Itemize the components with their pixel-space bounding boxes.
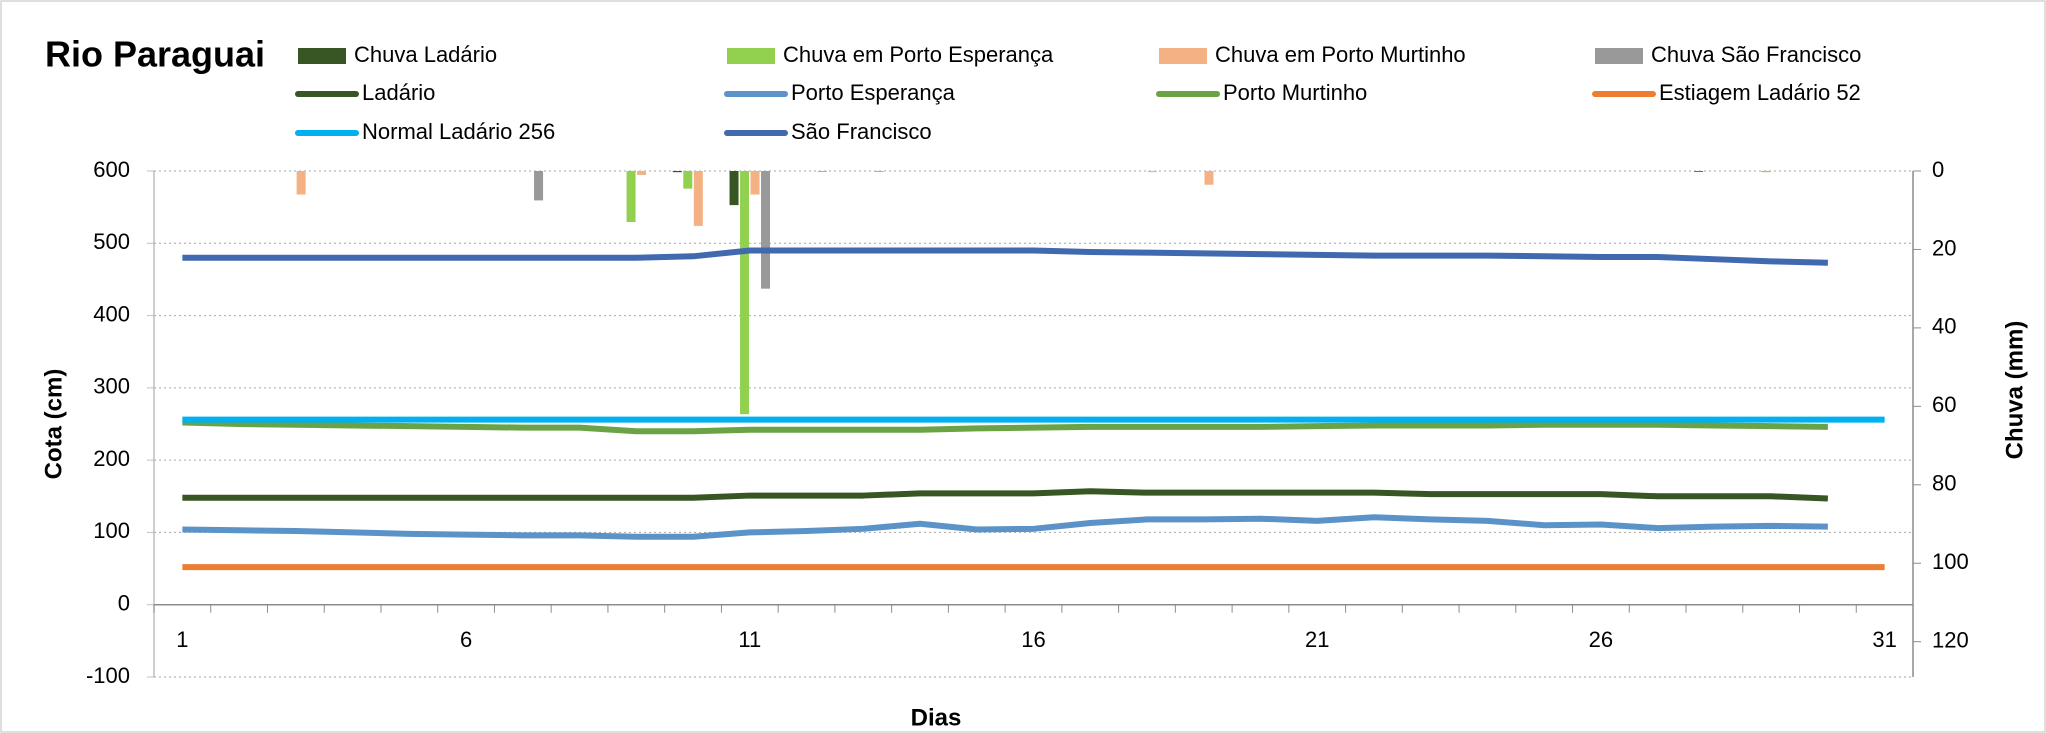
y2-tick-label: 0 bbox=[1932, 157, 1944, 182]
legend-label: Chuva em Porto Esperança bbox=[783, 42, 1054, 67]
legend-label: Estiagem Ladário 52 bbox=[1659, 80, 1861, 105]
legend-swatch bbox=[1159, 48, 1207, 64]
y2-tick-label: 120 bbox=[1932, 628, 1969, 653]
legend-label: Porto Esperança bbox=[791, 80, 956, 105]
y2-axis-title: Chuva (mm) bbox=[2001, 321, 2028, 460]
y-tick-label: 500 bbox=[93, 229, 130, 254]
legend-label: Chuva Ladário bbox=[354, 42, 497, 67]
x-tick-label: 26 bbox=[1589, 627, 1613, 652]
rain-bar bbox=[683, 171, 693, 189]
rain-bar bbox=[626, 171, 636, 222]
y2-tick-label: 40 bbox=[1932, 314, 1956, 339]
level-line bbox=[182, 488, 1829, 502]
rain-bar bbox=[1761, 171, 1771, 173]
x-tick-label: 6 bbox=[460, 627, 472, 652]
level-line bbox=[182, 514, 1828, 540]
legend-swatch bbox=[298, 48, 346, 64]
rain-bar bbox=[1204, 171, 1214, 185]
y2-tick-label: 60 bbox=[1932, 392, 1956, 417]
rain-bar bbox=[874, 171, 884, 172]
legend-label: Porto Murtinho bbox=[1223, 80, 1367, 105]
y-tick-label: 0 bbox=[118, 591, 130, 616]
y-tick-label: 400 bbox=[93, 301, 130, 326]
x-tick-label: 21 bbox=[1305, 627, 1329, 652]
legend-label: Chuva em Porto Murtinho bbox=[1215, 42, 1466, 67]
level-line bbox=[182, 247, 1828, 266]
legend-label: Ladário bbox=[362, 80, 435, 105]
rain-bar bbox=[672, 171, 682, 173]
x-tick-label: 11 bbox=[738, 627, 761, 652]
legend-label: São Francisco bbox=[791, 119, 932, 144]
rain-bar bbox=[534, 171, 544, 201]
legend-swatch bbox=[1595, 48, 1643, 64]
y2-tick-label: 80 bbox=[1932, 471, 1956, 496]
rain-bar bbox=[637, 171, 647, 175]
rain-bar bbox=[1147, 171, 1157, 173]
rain-bar bbox=[296, 171, 306, 195]
level-line bbox=[182, 419, 1828, 435]
rain-bar bbox=[761, 171, 771, 289]
rain-bar bbox=[750, 171, 760, 195]
y-tick-label: 300 bbox=[93, 374, 130, 399]
y-axis-title: Cota (cm) bbox=[40, 369, 67, 480]
x-tick-label: 1 bbox=[176, 627, 188, 652]
x-tick-label: 16 bbox=[1021, 627, 1045, 652]
legend-swatch bbox=[727, 48, 775, 64]
rain-bar bbox=[740, 171, 750, 415]
rain-bar bbox=[817, 171, 827, 172]
y2-tick-label: 20 bbox=[1932, 235, 1956, 260]
rain-bar bbox=[1694, 171, 1704, 172]
x-tick-label: 31 bbox=[1872, 627, 1896, 652]
chart-title: Rio Paraguai bbox=[45, 34, 265, 75]
rain-bar bbox=[693, 171, 703, 226]
y-tick-label: 100 bbox=[93, 518, 130, 543]
y-tick-label: 600 bbox=[93, 157, 130, 182]
y-tick-label: -100 bbox=[86, 663, 130, 688]
legend-label: Normal Ladário 256 bbox=[362, 119, 555, 144]
x-axis-title: Dias bbox=[911, 704, 962, 731]
rain-bar bbox=[729, 171, 739, 206]
y-tick-label: 200 bbox=[93, 446, 130, 471]
legend-label: Chuva São Francisco bbox=[1651, 42, 1861, 67]
y2-tick-label: 100 bbox=[1932, 549, 1969, 574]
